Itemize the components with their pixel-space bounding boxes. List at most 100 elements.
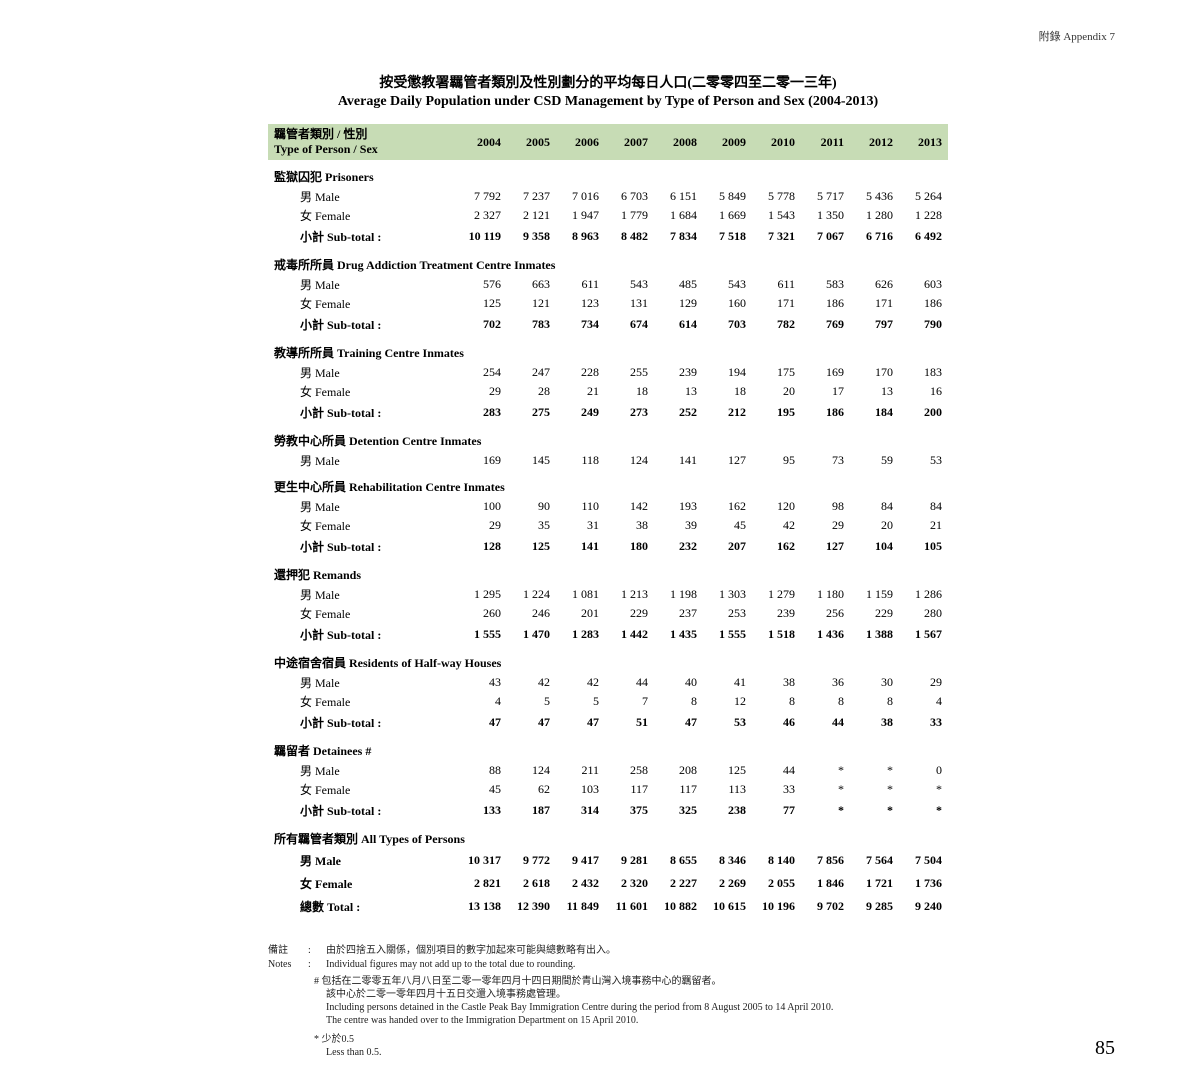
cell-value: 45 [703, 516, 752, 535]
cell-value: 38 [605, 516, 654, 535]
cell-value: 1 947 [556, 206, 605, 225]
year-header: 2012 [850, 124, 899, 160]
cell-value: 485 [654, 275, 703, 294]
cell-value: 51 [605, 711, 654, 734]
row-label: 小計 Sub-total : [268, 623, 458, 646]
cell-value: 171 [752, 294, 801, 313]
cell-value: 47 [556, 711, 605, 734]
cell-value: 193 [654, 497, 703, 516]
cell-value: 7 792 [458, 187, 507, 206]
cell-value: 239 [654, 363, 703, 382]
grand-row: 女 Female2 8212 6182 4322 3202 2272 2692 … [268, 872, 948, 895]
notes-label-zh: 備註 [268, 944, 308, 957]
cell-value: 1 436 [801, 623, 850, 646]
cell-value: 1 283 [556, 623, 605, 646]
cell-value: 1 286 [899, 585, 948, 604]
section-heading: 更生中心所員 Rehabilitation Centre Inmates [268, 470, 948, 497]
cell-value: 95 [752, 451, 801, 470]
cell-value: 1 435 [654, 623, 703, 646]
cell-value: 208 [654, 761, 703, 780]
row-label: 男 Male [268, 849, 458, 872]
grand-row: 總數 Total :13 13812 39011 84911 60110 882… [268, 895, 948, 918]
cell-value: 211 [556, 761, 605, 780]
cell-value: 543 [703, 275, 752, 294]
cell-value: 104 [850, 535, 899, 558]
cell-value: 142 [605, 497, 654, 516]
section-heading-row: 勞教中心所員 Detention Centre Inmates [268, 424, 948, 451]
cell-value: 118 [556, 451, 605, 470]
cell-value: 2 821 [458, 872, 507, 895]
cell-value: 90 [507, 497, 556, 516]
cell-value: 38 [850, 711, 899, 734]
cell-value: 253 [703, 604, 752, 623]
cell-value: 280 [899, 604, 948, 623]
cell-value: 576 [458, 275, 507, 294]
cell-value: 246 [507, 604, 556, 623]
row-label: 男 Male [268, 363, 458, 382]
row-label: 女 Female [268, 692, 458, 711]
cell-value: 129 [654, 294, 703, 313]
cell-value: 1 159 [850, 585, 899, 604]
section-heading-row: 更生中心所員 Rehabilitation Centre Inmates [268, 470, 948, 497]
table-row: 女 Female45578128884 [268, 692, 948, 711]
grand-row: 男 Male10 3179 7729 4179 2818 6558 3468 1… [268, 849, 948, 872]
cell-value: * [801, 761, 850, 780]
cell-value: 47 [458, 711, 507, 734]
header-type-label: 羈管者類別 / 性別 Type of Person / Sex [268, 124, 458, 160]
cell-value: 9 702 [801, 895, 850, 918]
cell-value: 46 [752, 711, 801, 734]
table-row: 男 Male254247228255239194175169170183 [268, 363, 948, 382]
section-heading: 監獄囚犯 Prisoners [268, 160, 948, 187]
cell-value: 7 564 [850, 849, 899, 872]
cell-value: * [801, 780, 850, 799]
cell-value: 33 [752, 780, 801, 799]
cell-value: 6 716 [850, 225, 899, 248]
cell-value: 7 856 [801, 849, 850, 872]
cell-value: 43 [458, 673, 507, 692]
cell-value: 10 615 [703, 895, 752, 918]
cell-value: 239 [752, 604, 801, 623]
cell-value: 187 [507, 799, 556, 822]
table-row: 男 Male1 2951 2241 0811 2131 1981 3031 27… [268, 585, 948, 604]
cell-value: 7 016 [556, 187, 605, 206]
subtotal-row: 小計 Sub-total :70278373467461470378276979… [268, 313, 948, 336]
cell-value: 20 [752, 382, 801, 401]
table-row: 男 Male7 7927 2377 0166 7036 1515 8495 77… [268, 187, 948, 206]
cell-value: 9 417 [556, 849, 605, 872]
cell-value: 12 [703, 692, 752, 711]
cell-value: 30 [850, 673, 899, 692]
row-label: 女 Female [268, 206, 458, 225]
cell-value: 1 388 [850, 623, 899, 646]
cell-value: 2 320 [605, 872, 654, 895]
note-star: Less than 0.5. [326, 1046, 948, 1059]
cell-value: 29 [899, 673, 948, 692]
cell-value: 1 442 [605, 623, 654, 646]
cell-value: 626 [850, 275, 899, 294]
cell-value: 1 518 [752, 623, 801, 646]
cell-value: 237 [654, 604, 703, 623]
table-header: 羈管者類別 / 性別 Type of Person / Sex 2004 200… [268, 124, 948, 160]
cell-value: 194 [703, 363, 752, 382]
cell-value: 314 [556, 799, 605, 822]
cell-value: 16 [899, 382, 948, 401]
cell-value: 105 [899, 535, 948, 558]
cell-value: * [850, 799, 899, 822]
cell-value: 84 [850, 497, 899, 516]
cell-value: 256 [801, 604, 850, 623]
section-heading: 所有羈管者類別 All Types of Persons [268, 822, 948, 849]
title-zh: 按受懲教署羈管者類別及性別劃分的平均每日人口(二零零四至二零一三年) [268, 72, 948, 92]
main-content: 按受懲教署羈管者類別及性別劃分的平均每日人口(二零零四至二零一三年) Avera… [268, 72, 948, 1059]
cell-value: 703 [703, 313, 752, 336]
cell-value: 6 151 [654, 187, 703, 206]
cell-value: 125 [507, 535, 556, 558]
cell-value: 125 [458, 294, 507, 313]
cell-value: 2 055 [752, 872, 801, 895]
cell-value: 1 543 [752, 206, 801, 225]
cell-value: 5 436 [850, 187, 899, 206]
cell-value: 41 [703, 673, 752, 692]
note-hash: The centre was handed over to the Immigr… [326, 1014, 948, 1027]
cell-value: 1 555 [703, 623, 752, 646]
cell-value: 131 [605, 294, 654, 313]
cell-value: 252 [654, 401, 703, 424]
table-row: 女 Female29353138394542292021 [268, 516, 948, 535]
